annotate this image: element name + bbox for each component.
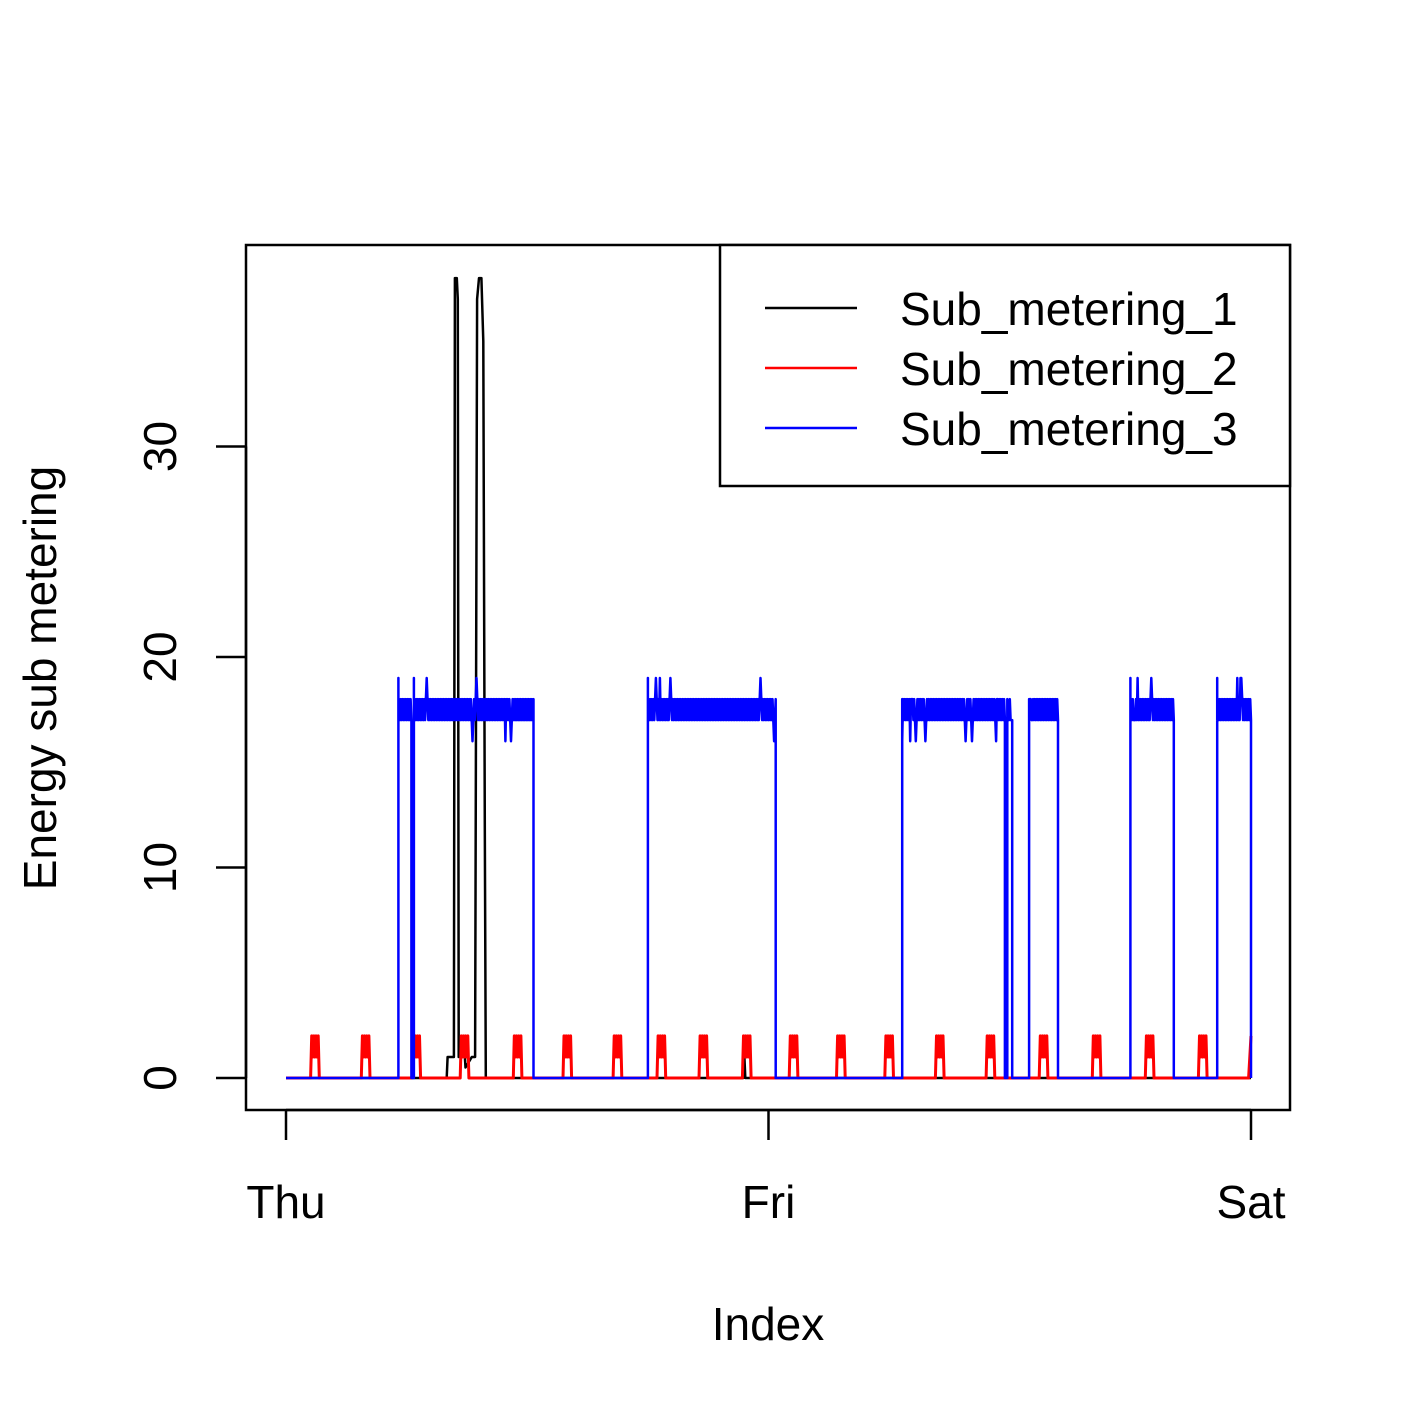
series-line-sub-metering-3 <box>286 676 1253 1080</box>
legend: Sub_metering_1 Sub_metering_2 Sub_meteri… <box>718 243 1292 488</box>
x-tick-label: Fri <box>742 1176 796 1228</box>
legend-box <box>718 243 1292 488</box>
y-axis: 0 10 20 30 <box>134 421 248 1091</box>
x-tick-label: Sat <box>1216 1176 1285 1228</box>
series-layer <box>286 276 1253 1080</box>
y-tick-label: 10 <box>134 842 186 893</box>
legend-label-sub-metering-3: Sub_metering_3 <box>900 403 1238 455</box>
legend-label-sub-metering-1: Sub_metering_1 <box>900 283 1238 335</box>
y-axis-label: Energy sub metering <box>14 466 66 890</box>
x-axis: Thu Fri Sat <box>246 1108 1286 1228</box>
x-axis-label: Index <box>712 1298 825 1350</box>
y-tick-label: 30 <box>134 421 186 472</box>
x-tick-label: Thu <box>246 1176 325 1228</box>
series-line-sub-metering-2 <box>286 1034 1253 1080</box>
y-tick-label: 20 <box>134 631 186 682</box>
y-tick-label: 0 <box>134 1065 186 1091</box>
legend-label-sub-metering-2: Sub_metering_2 <box>900 343 1238 395</box>
